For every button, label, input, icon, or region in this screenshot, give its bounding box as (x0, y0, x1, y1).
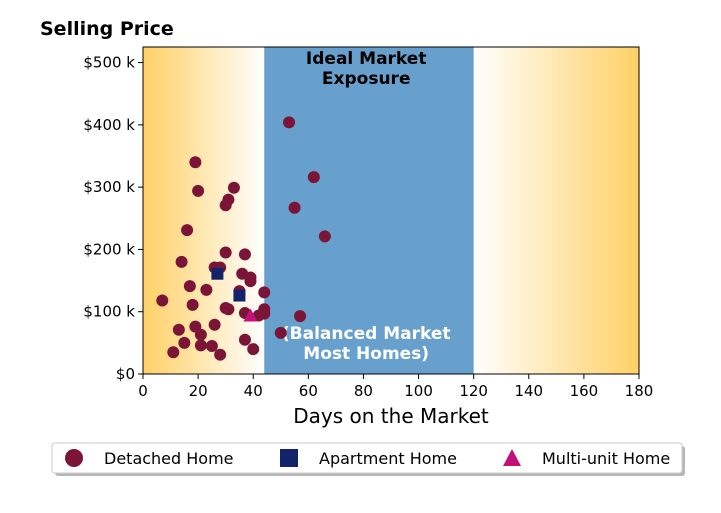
x-tick-label: 60 (299, 382, 318, 400)
detached-home-point (183, 280, 196, 293)
detached-home-point (274, 326, 287, 339)
annotation-line: Ideal Market (306, 49, 427, 69)
plot-frame (142, 46, 640, 375)
x-tick-label: 180 (625, 382, 654, 400)
y-tick-label: $100 k (83, 303, 135, 321)
legend-apartment-home-marker (280, 449, 298, 467)
detached-home-point (186, 298, 199, 311)
legend-detached-home-marker (65, 449, 83, 467)
legend-label: Apartment Home (319, 449, 457, 468)
detached-home-point (258, 286, 271, 299)
left-gradient-band (143, 47, 265, 374)
x-tick-label: 20 (189, 382, 208, 400)
annotation-line: (Balanced Market (282, 324, 451, 344)
right-gradient-band (473, 47, 639, 374)
detached-home-point (192, 184, 205, 197)
detached-home-point (175, 255, 188, 268)
detached-home-point (244, 275, 257, 288)
x-tick-label: 40 (244, 382, 263, 400)
annotation-balanced-market: (Balanced Market Most Homes) (282, 324, 451, 364)
axes: 0 20 40 60 80 100 120 140 160 180 $0 $100 k $200 k $3… (83, 46, 654, 400)
detached-home-point (205, 339, 218, 352)
detached-home-point (307, 171, 320, 184)
apartment-home-point (233, 289, 246, 302)
detached-home-point (172, 323, 185, 336)
detached-home-point (214, 348, 227, 361)
apartment-home-point (211, 267, 224, 280)
y-tick-label: $200 k (83, 240, 135, 258)
chart-title: Selling Price (40, 18, 174, 40)
x-tick-label: 80 (354, 382, 373, 400)
detached-home-point (200, 283, 213, 296)
detached-home-point (258, 307, 271, 320)
detached-home-point (178, 336, 191, 349)
detached-home-point (227, 181, 240, 194)
annotation-line: Exposure (322, 69, 411, 89)
x-tick-label: 0 (138, 382, 148, 400)
detached-home-point (288, 201, 301, 214)
x-tick-label: 120 (459, 382, 488, 400)
detached-home-point (222, 303, 235, 316)
detached-home-point (318, 230, 331, 243)
detached-home-point (189, 156, 202, 169)
y-tick-label: $0 (116, 365, 135, 383)
legend-box (51, 442, 683, 474)
detached-home-point (156, 294, 169, 307)
detached-home-point (294, 310, 307, 323)
data-points (156, 116, 331, 361)
x-tick-label: 140 (514, 382, 543, 400)
x-axis-title: Days on the Market (293, 404, 489, 428)
x-tick-label: 100 (404, 382, 433, 400)
detached-home-point (181, 224, 194, 237)
detached-home-point (219, 246, 232, 259)
y-tick-label: $300 k (83, 178, 135, 196)
multi-unit-home-point (243, 308, 258, 322)
plot-background (143, 47, 639, 374)
y-tick-label: $500 k (83, 54, 135, 72)
detached-home-point (222, 193, 235, 206)
annotation-ideal-exposure: Ideal Market Exposure (306, 49, 427, 89)
detached-home-point (238, 248, 251, 261)
legend-label: Multi-unit Home (542, 449, 670, 468)
detached-home-point (238, 333, 251, 346)
detached-home-point (194, 339, 207, 352)
detached-home-point (247, 343, 260, 356)
legend-label: Detached Home (104, 449, 234, 468)
detached-home-point (194, 328, 207, 341)
x-tick-label: 160 (570, 382, 599, 400)
annotations: Ideal Market Exposure (Balanced Market Most… (282, 49, 451, 364)
detached-home-point (283, 116, 296, 129)
detached-home-point (208, 318, 221, 331)
legend-multi-unit-home-marker (503, 449, 521, 466)
annotation-line: Most Homes) (303, 344, 429, 364)
legend: Detached Home Apartment Home Multi-unit Ho… (51, 442, 685, 476)
y-tick-label: $400 k (83, 116, 135, 134)
detached-home-point (167, 346, 180, 359)
